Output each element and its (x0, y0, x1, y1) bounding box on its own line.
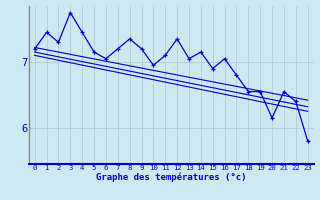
X-axis label: Graphe des températures (°c): Graphe des températures (°c) (96, 173, 246, 182)
